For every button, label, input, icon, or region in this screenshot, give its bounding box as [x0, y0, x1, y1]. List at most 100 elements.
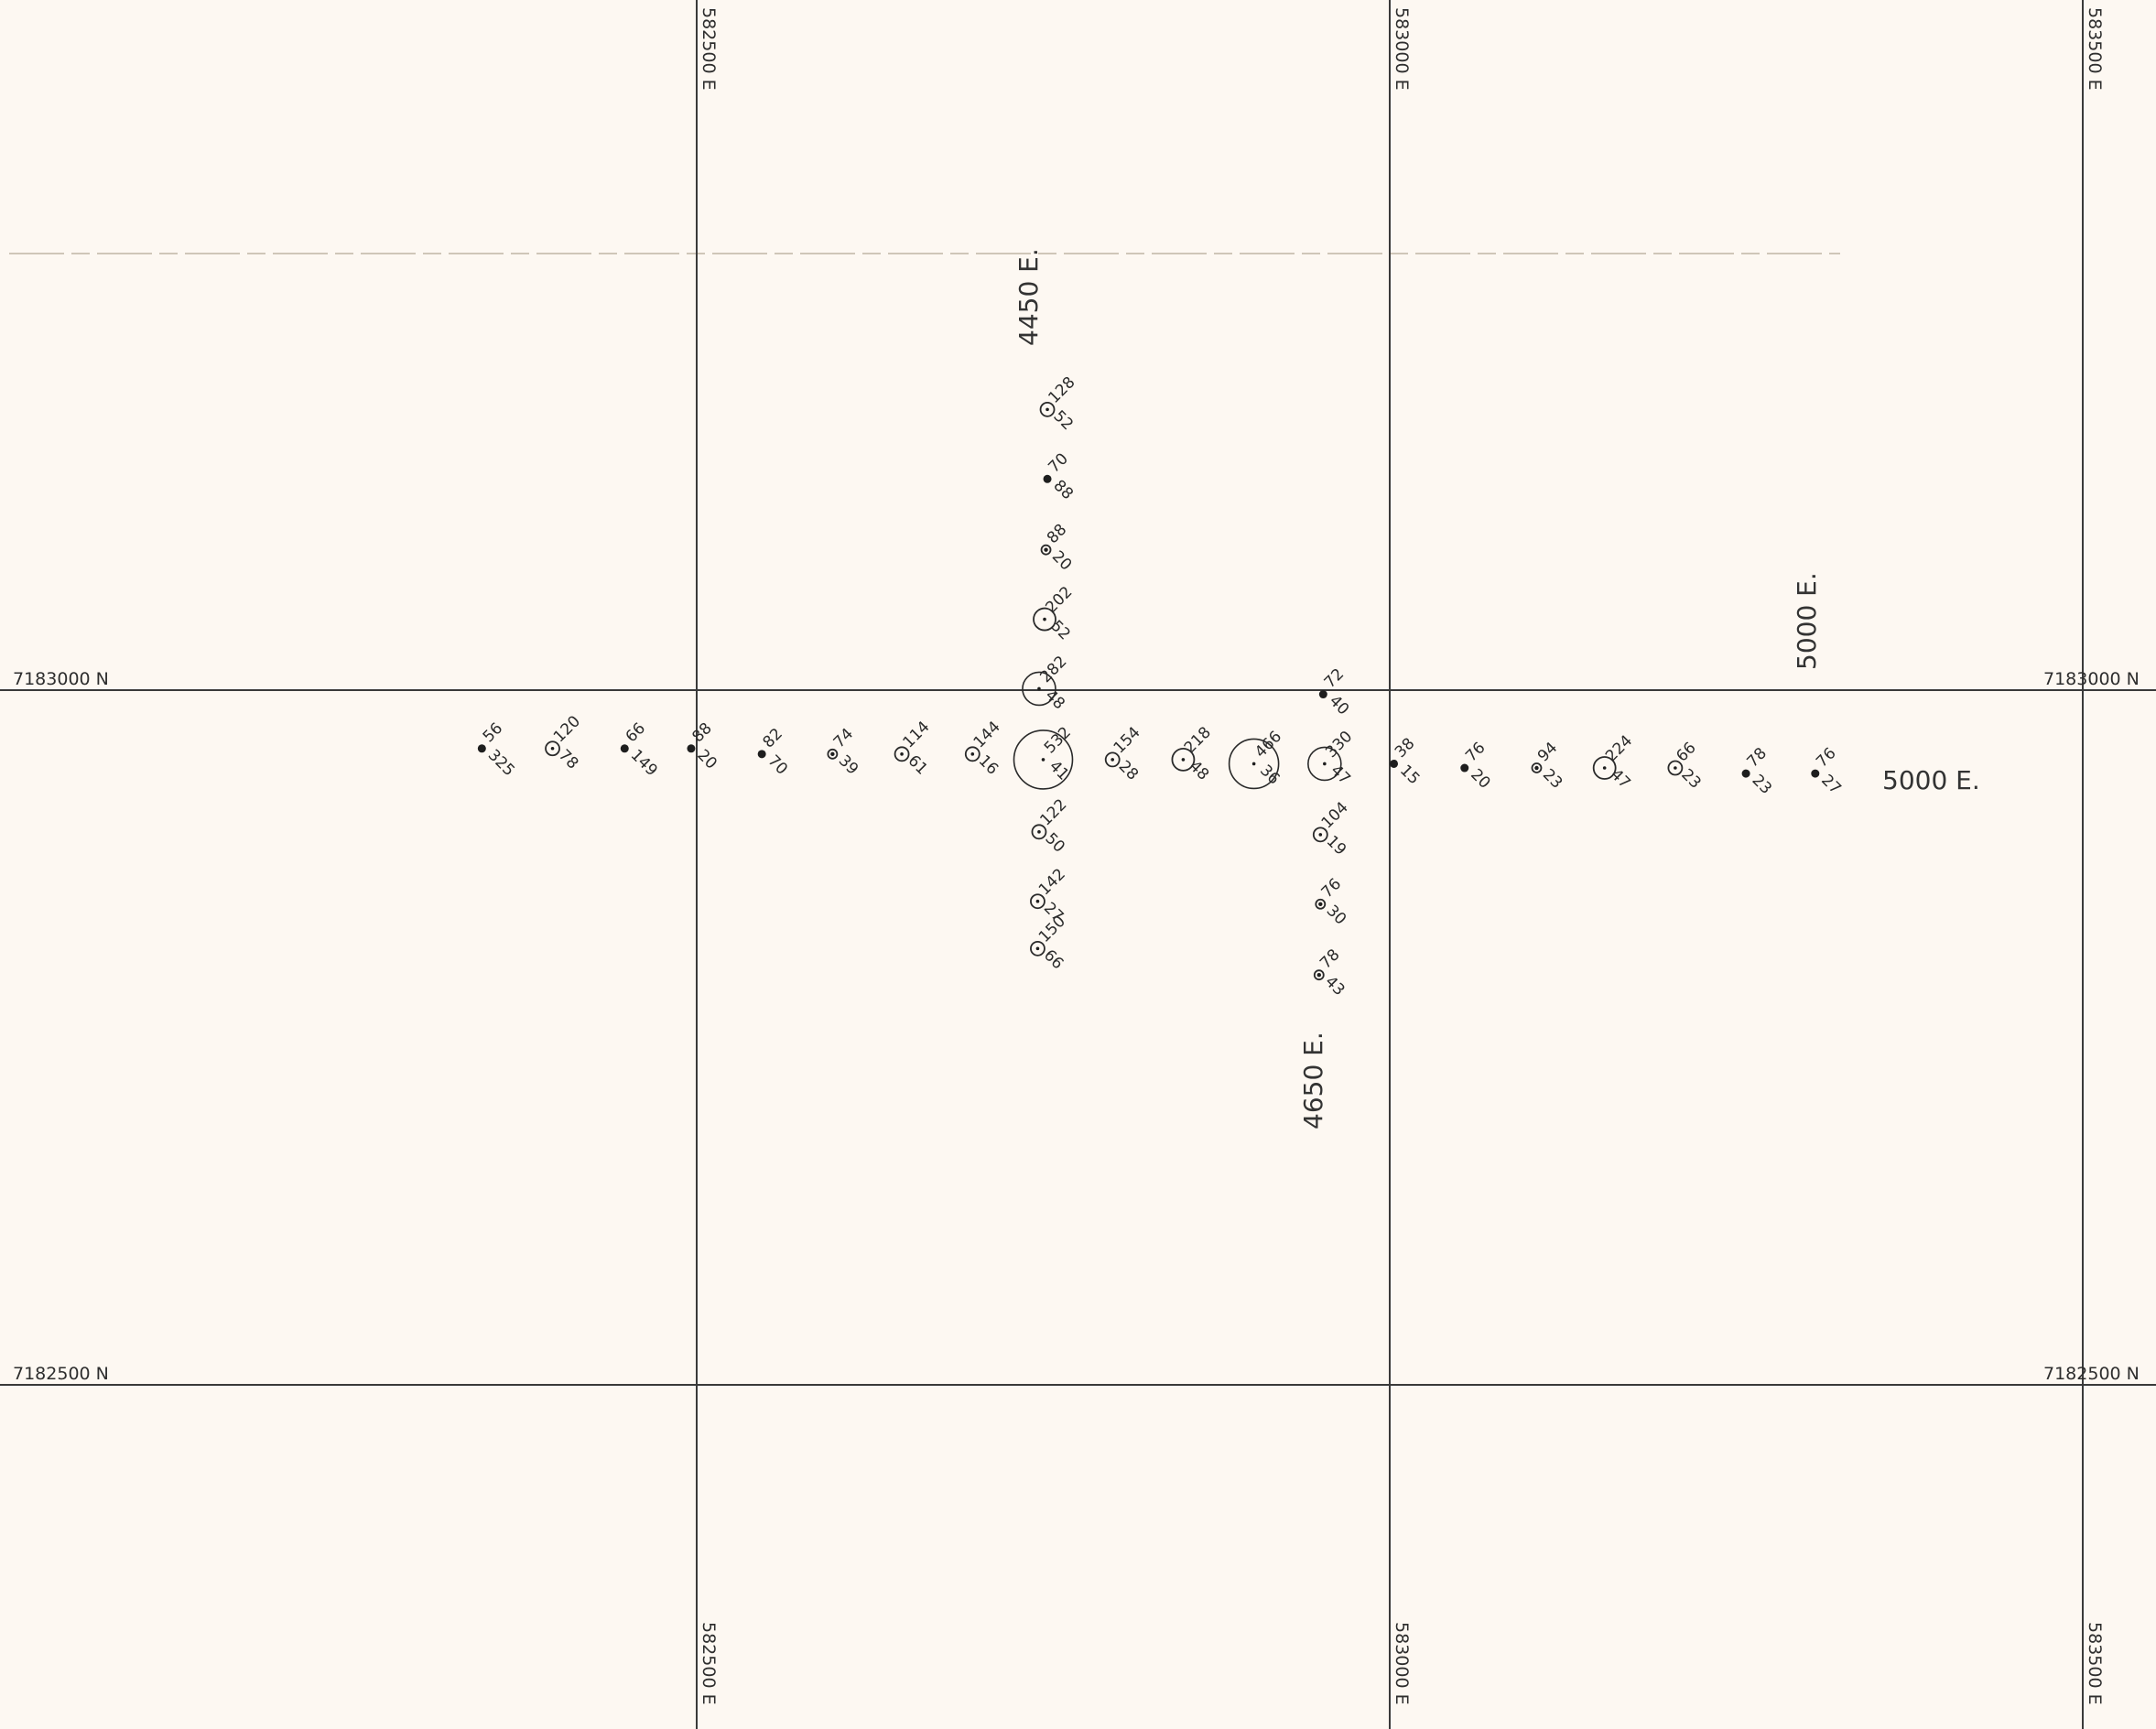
sample-lower-value: 41 [1045, 757, 1072, 783]
sample-symbol [1033, 607, 1056, 632]
sample-lower-value: 70 [764, 751, 791, 778]
sample-upper-value: 38 [1392, 735, 1418, 762]
sample-symbol [757, 750, 766, 759]
sample-symbol [1171, 748, 1196, 772]
sample-lower-value: 88 [1050, 477, 1077, 503]
sample-lower-value: 48 [1186, 757, 1212, 783]
sample-center-dot [1318, 833, 1323, 837]
sample-symbol [477, 744, 486, 753]
easting-label-top-582500: 582500 E [699, 7, 719, 91]
sample-upper-value: 88 [1044, 521, 1070, 547]
sample-center-dot [1044, 547, 1048, 552]
sample-symbol [1030, 940, 1045, 956]
easting-label-top-583000: 583000 E [1392, 7, 1412, 91]
northing-label-right-7182500: 7182500 N [2043, 1364, 2140, 1384]
sample-symbol [1811, 769, 1820, 778]
sample-symbol [1667, 760, 1684, 776]
sample-center-dot [1045, 407, 1049, 412]
sample-lower-value: 40 [1326, 692, 1352, 719]
sample-upper-value: 466 [1251, 728, 1285, 762]
sample-symbol [1741, 769, 1750, 778]
sample-upper-value: 150 [1035, 913, 1069, 946]
sample-symbol [1390, 759, 1399, 768]
sample-upper-value: 78 [1743, 744, 1770, 771]
sample-lower-value: 325 [484, 746, 518, 780]
sample-symbol [1312, 827, 1328, 843]
sample-center-dot [1035, 899, 1040, 903]
northing-label-right-7183000: 7183000 N [2043, 669, 2140, 689]
sample-symbol [1030, 893, 1045, 910]
sample-center-dot [1251, 762, 1256, 766]
sample-center-dot [1041, 758, 1045, 762]
sample-lower-value: 39 [835, 751, 861, 778]
sample-symbol [894, 746, 910, 762]
sample-symbol [1031, 824, 1047, 840]
sample-center-dot [1035, 946, 1040, 951]
sample-center-dot [1037, 686, 1041, 691]
sample-symbol [1040, 544, 1052, 556]
sample-lower-value: 27 [1817, 771, 1844, 797]
sample-upper-value: 114 [899, 718, 933, 751]
sample-upper-value: 94 [1534, 739, 1561, 765]
sample-upper-value: 202 [1042, 583, 1076, 617]
sample-lower-value: 149 [627, 746, 661, 780]
sample-center-dot [1534, 765, 1539, 771]
sample-lower-value: 47 [1607, 765, 1633, 792]
sample-upper-value: 218 [1181, 723, 1215, 757]
sample-upper-value: 120 [550, 712, 584, 746]
sample-center-dot [1111, 758, 1114, 762]
line-label-5000-vertical: 5000 E. [1792, 572, 1822, 670]
sample-upper-value: 56 [480, 719, 506, 746]
sample-upper-value: 122 [1036, 795, 1070, 829]
line-label-5000-horizontal: 5000 E. [1882, 765, 1980, 795]
sample-upper-value: 330 [1322, 728, 1356, 762]
sample-symbol [1592, 756, 1617, 780]
sample-lower-value: 20 [1048, 547, 1075, 574]
sample-lower-value: 43 [1321, 973, 1348, 1000]
sample-center-dot [1181, 758, 1186, 762]
sample-upper-value: 128 [1045, 373, 1078, 407]
sample-symbol [1313, 969, 1325, 981]
sample-symbol [1043, 474, 1052, 483]
sample-center-dot [550, 746, 555, 751]
sample-points: 5632512078661498820827074391146114416532… [477, 373, 1845, 1000]
easting-label-top-583500: 583500 E [2085, 7, 2105, 91]
northing-label-left-7182500: 7182500 N [13, 1364, 109, 1384]
sample-symbol [1315, 898, 1327, 910]
sample-lower-value: 23 [1539, 765, 1566, 792]
sample-lower-value: 23 [1749, 771, 1775, 797]
sample-upper-value: 82 [760, 725, 786, 751]
sample-upper-value: 76 [1813, 744, 1839, 771]
sample-symbol [1104, 751, 1121, 768]
sample-upper-value: 66 [623, 719, 649, 746]
sample-symbol [687, 744, 696, 753]
sample-lower-value: 52 [1046, 617, 1073, 643]
sample-center-dot [1318, 902, 1323, 906]
sample-symbol [545, 740, 560, 757]
sample-upper-value: 76 [1318, 875, 1345, 902]
sample-upper-value: 224 [1602, 731, 1636, 765]
